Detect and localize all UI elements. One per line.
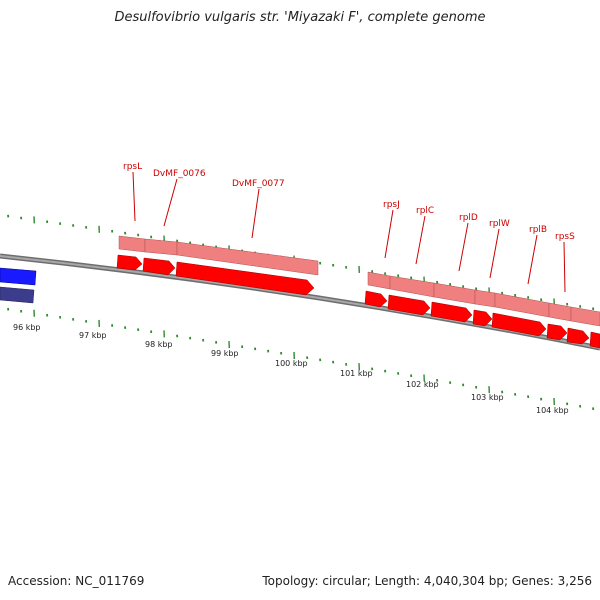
kbp-label: 97 kbp (79, 331, 107, 340)
left-features (0, 267, 37, 304)
gene-feature-dvmf0076[interactable] (144, 238, 178, 256)
gene-feature-rpsJ[interactable] (367, 271, 391, 290)
topology-text: Topology: circular; Length: 4,040,304 bp… (262, 574, 592, 588)
kbp-label: 96 kbp (13, 323, 41, 332)
kbp-label: 101 kbp (340, 369, 373, 378)
kbp-label: 104 kbp (536, 406, 569, 415)
gene-feature-rplW[interactable] (474, 289, 496, 308)
gene-feature-rplC[interactable] (389, 275, 435, 298)
gene-labels: rpsL DvMF_0076 DvMF_0077 rpsJ rplC rplD … (123, 162, 575, 242)
gene-feature-rplB[interactable] (494, 292, 550, 318)
kbp-label: 99 kbp (211, 349, 239, 358)
kbp-label: 98 kbp (145, 340, 173, 349)
cds-arrow-dvmf0076[interactable] (142, 257, 176, 276)
cds-arrow-edge[interactable] (589, 331, 600, 349)
cds-arrow-rplB[interactable] (491, 312, 547, 337)
gene-feature-dvmf0077[interactable] (176, 241, 319, 276)
gene-feature-rpsS[interactable] (548, 302, 572, 322)
blue-feature[interactable] (0, 267, 37, 286)
accession-text: Accession: NC_011769 (8, 574, 145, 588)
map-title: Desulfovibrio vulgaris str. 'Miyazaki F'… (114, 10, 486, 25)
cds-arrow-next[interactable] (566, 327, 590, 345)
gene-label-rplD[interactable]: rplD (459, 213, 478, 223)
kbp-label: 102 kbp (406, 380, 439, 389)
gene-label-rplW[interactable]: rplW (489, 219, 510, 229)
gene-feature-track (118, 235, 600, 327)
gene-label-rplC[interactable]: rplC (416, 206, 434, 216)
gene-label-rpsS[interactable]: rpsS (555, 232, 575, 242)
kbp-labels: 96 kbp 97 kbp 98 kbp 99 kbp 100 kbp 101 … (13, 323, 569, 415)
cds-arrow-rpsS[interactable] (546, 323, 568, 341)
gene-label-dvmf0077[interactable]: DvMF_0077 (232, 179, 285, 189)
cds-arrow-rpsL[interactable] (116, 254, 143, 271)
gene-label-rpsL[interactable]: rpsL (123, 162, 142, 172)
gene-label-rplB[interactable]: rplB (529, 225, 547, 235)
gene-feature-next[interactable] (570, 306, 600, 327)
gene-label-dvmf0076[interactable]: DvMF_0076 (153, 169, 206, 179)
cds-arrow-rplD[interactable] (430, 301, 473, 323)
inner-tick-ring (7, 307, 595, 411)
cds-arrow-rplC[interactable] (387, 294, 431, 316)
gene-label-rpsJ[interactable]: rpsJ (383, 200, 400, 210)
navy-feature[interactable] (0, 286, 35, 304)
kbp-label: 100 kbp (275, 359, 308, 368)
kbp-label: 103 kbp (471, 393, 504, 402)
gene-label-leaders (132, 171, 566, 293)
cds-track (116, 254, 600, 349)
cds-arrow-rplW[interactable] (472, 309, 493, 327)
gene-feature-rplD[interactable] (433, 282, 476, 305)
gene-feature-rpsL[interactable] (118, 235, 146, 253)
cds-arrow-dvmf0077[interactable] (175, 261, 315, 296)
cds-arrow-rpsJ[interactable] (364, 290, 388, 308)
